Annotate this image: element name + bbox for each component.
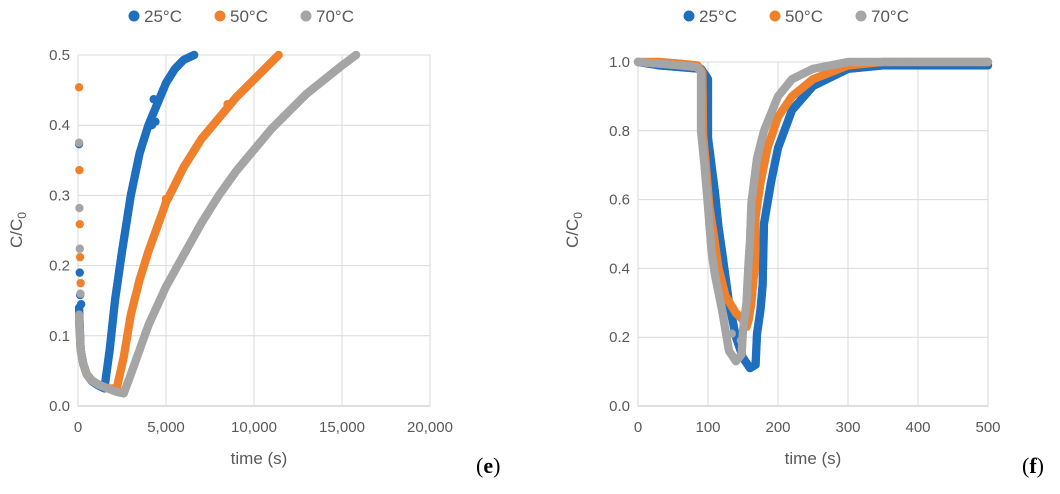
chart-e-x-tick-labels: 0 5,000 10,000 15,000 20,000 xyxy=(74,419,453,436)
chart-e-data-marks xyxy=(74,50,361,398)
chart-e-legend-label-2: 70°C xyxy=(316,7,354,26)
chart-f-y-tick-label: 0.6 xyxy=(609,192,630,209)
chart-e-point xyxy=(76,278,85,288)
chart-f-legend-marker-2 xyxy=(855,10,867,22)
chart-e-x-tick-label: 20,000 xyxy=(407,419,453,436)
chart-e-x-tick-label: 5,000 xyxy=(147,419,185,436)
chart-f-series-1 xyxy=(633,57,993,332)
chart-f-point xyxy=(727,329,736,338)
chart-e-point xyxy=(74,138,84,147)
chart-f-legend-marker-1 xyxy=(769,10,781,22)
chart-e-y-tick-label: 0.2 xyxy=(49,258,70,275)
chart-e-x-tick-label: 0 xyxy=(74,419,82,436)
chart-f-x-tick-label: 0 xyxy=(634,419,642,436)
chart-f-x-tick-label: 300 xyxy=(835,419,860,436)
chart-f-series-2 xyxy=(633,57,993,366)
chart-f-y-tick-label: 0.0 xyxy=(609,398,630,415)
chart-e-point xyxy=(75,165,84,175)
chart-e-legend-label-1: 50°C xyxy=(230,7,268,26)
chart-e-x-tick-label: 15,000 xyxy=(319,419,365,436)
chart-e-y-tick-label: 0.4 xyxy=(49,117,70,134)
chart-e-gridlines xyxy=(77,54,431,407)
chart-e-point xyxy=(76,289,85,298)
chart-f-y-tick-label: 0.8 xyxy=(609,123,630,140)
chart-f-legend-label-0: 25°C xyxy=(699,7,737,26)
chart-e-y-tick-label: 0.1 xyxy=(49,328,70,345)
chart-f-y-tick-labels: 0.0 0.2 0.4 0.6 0.8 1.0 xyxy=(609,54,630,415)
chart-f-point xyxy=(736,336,746,345)
chart-f-legend-label-1: 50°C xyxy=(785,7,823,26)
chart-e-point xyxy=(76,300,86,309)
chart-e-legend-marker-1 xyxy=(214,10,226,22)
chart-f-series-0 xyxy=(633,57,993,373)
chart-f-y-tick-label: 0.4 xyxy=(609,260,630,277)
chart-e-point xyxy=(75,244,84,253)
chart-panel-f: 0 100 200 300 400 500 0.0 0.2 0.4 0.6 0.8 1.0 time… xyxy=(563,7,1044,478)
chart-e-legend-marker-0 xyxy=(128,10,140,22)
chart-f-data-marks xyxy=(633,57,993,373)
chart-f-gridlines xyxy=(637,61,989,407)
chart-f-x-tick-label: 100 xyxy=(695,419,720,436)
chart-f-x-tick-label: 200 xyxy=(765,419,790,436)
chart-f-x-tick-label: 400 xyxy=(905,419,930,436)
panel-label-f: (f) xyxy=(1022,453,1044,478)
chart-e-series-2 xyxy=(74,50,361,398)
chart-e-point xyxy=(144,247,153,256)
chart-f-legend-label-2: 70°C xyxy=(871,7,909,26)
chart-e-legend-marker-2 xyxy=(300,10,312,22)
chart-e-point xyxy=(74,83,84,92)
chart-e-legend-label-0: 25°C xyxy=(144,7,182,26)
chart-e-point xyxy=(351,50,361,60)
chart-e-point xyxy=(223,99,232,109)
chart-f-x-axis-title: time (s) xyxy=(785,449,842,468)
chart-e-x-tick-label: 10,000 xyxy=(231,419,277,436)
chart-panel-e: 0 5,000 10,000 15,000 20,000 0.0 0.1 0.2 0.3 0.4… xyxy=(7,7,500,478)
chart-e-point xyxy=(75,268,84,277)
chart-e-y-tick-labels: 0.0 0.1 0.2 0.3 0.4 0.5 xyxy=(49,47,70,415)
chart-f-legend: 25°C 50°C 70°C xyxy=(683,7,909,26)
chart-e-point xyxy=(75,252,85,262)
chart-f-y-tick-label: 1.0 xyxy=(609,54,630,71)
chart-e-point xyxy=(75,203,84,213)
chart-e-point xyxy=(189,50,199,60)
chart-e-point xyxy=(161,194,171,204)
chart-f-point xyxy=(983,57,993,67)
chart-e-y-axis-title: C/C0 xyxy=(7,212,29,248)
chart-f-y-axis-title: C/C0 xyxy=(563,212,585,248)
chart-f-y-tick-label: 0.2 xyxy=(609,329,630,346)
chart-e-y-tick-label: 0.0 xyxy=(49,398,70,415)
chart-e-point xyxy=(147,121,157,130)
chart-e-point xyxy=(274,50,283,60)
chart-e-legend: 25°C 50°C 70°C xyxy=(128,7,354,26)
chart-e-series-1 xyxy=(74,50,283,393)
chart-f-legend-marker-0 xyxy=(683,10,695,22)
chart-e-point xyxy=(75,219,84,229)
chart-e-x-axis-title: time (s) xyxy=(231,449,288,468)
chart-e-series-0 xyxy=(74,50,199,393)
chart-e-y-tick-label: 0.5 xyxy=(49,47,70,64)
chart-f-x-tick-label: 500 xyxy=(975,419,1000,436)
chart-e-point xyxy=(149,95,158,104)
panel-label-e: (e) xyxy=(476,453,500,478)
chart-f-x-tick-labels: 0 100 200 300 400 500 xyxy=(634,419,1001,436)
chart-e-y-tick-label: 0.3 xyxy=(49,187,70,204)
